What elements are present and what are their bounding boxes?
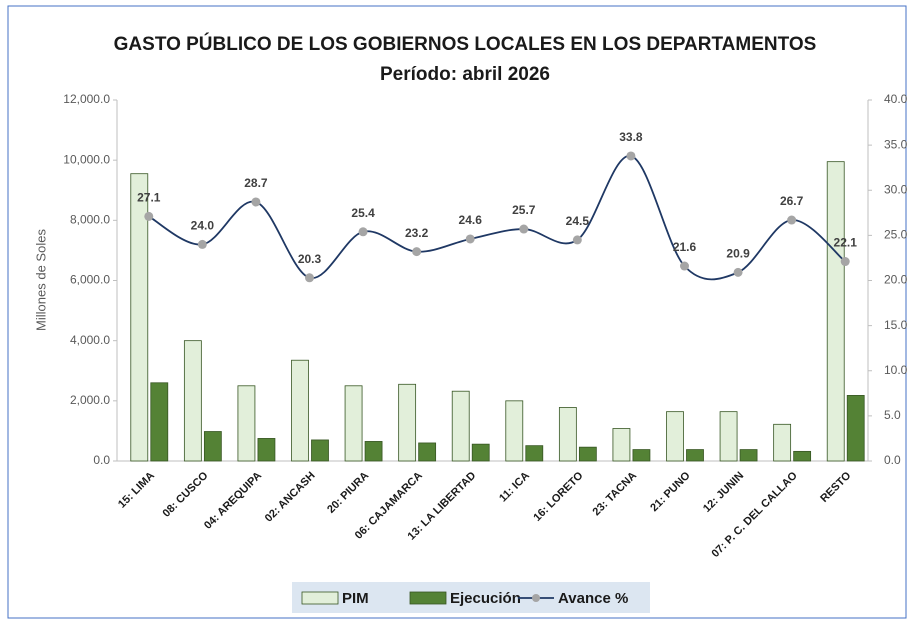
bar [826,161,845,462]
line-marker [144,211,154,221]
bar [203,431,222,462]
y2-tick-label: 20.0 [884,273,908,287]
bar [686,449,704,462]
legend-swatch [409,591,447,605]
y-tick-label: 4,000.0 [70,333,110,347]
bar [398,383,417,462]
bar [632,449,651,462]
data-label: 23.2 [405,226,429,240]
line-marker [305,273,314,283]
y2-tick-label: 30.0 [884,182,908,196]
data-label: 33.8 [619,130,643,144]
legend-label: Ejecución [450,590,521,607]
data-label: 24.6 [459,213,483,227]
bar [150,382,169,462]
line-marker [733,267,743,277]
data-label: 22.1 [834,236,858,250]
bar [578,446,597,462]
bar [793,450,812,462]
data-label: 21.6 [673,240,697,254]
data-label: 20.3 [298,252,322,266]
bar [130,173,149,462]
y2-tick-label: 5.0 [884,408,901,422]
bar [846,395,865,462]
legend-label: PIM [342,590,369,607]
bar [525,445,544,462]
bar [719,411,738,462]
y-tick-label: 12,000.0 [63,92,110,106]
data-label: 27.1 [137,191,161,205]
bar [183,340,202,462]
y-tick-label: 2,000.0 [70,393,110,407]
y2-tick-label: 35.0 [884,137,908,151]
legend [292,582,650,613]
legend-label: Avance % [558,590,628,607]
chart-border [7,5,907,619]
chart-title: GASTO PÚBLICO DE LOS GOBIERNOS LOCALES E… [114,33,817,55]
data-label: 24.5 [566,214,590,228]
y-tick-label: 0.0 [93,453,110,467]
y-axis-title: Millones de Soles [33,229,48,331]
data-label: 28.7 [244,176,268,190]
line-marker [572,235,582,245]
data-label: 25.7 [512,203,536,217]
bar [418,442,437,462]
bar [311,439,329,462]
bar [291,359,309,462]
line-marker [197,239,207,249]
bar [237,385,256,462]
legend-marker [532,594,540,602]
line-marker [251,197,261,207]
line-marker [840,257,850,267]
y2-tick-label: 15.0 [884,318,908,332]
bar [471,443,490,462]
line-marker [680,261,689,271]
bar [451,390,470,462]
bar [344,385,363,462]
data-label: 24.0 [191,219,215,233]
y2-tick-label: 25.0 [884,228,908,242]
line-marker [519,224,529,234]
bar [666,411,684,462]
bar [505,400,524,462]
bar [739,449,758,462]
y2-tick-label: 10.0 [884,363,908,377]
line-marker [787,215,797,225]
line-marker [626,151,636,161]
chart-subtitle: Período: abril 2026 [380,64,550,85]
y-tick-label: 6,000.0 [70,273,110,287]
line [148,155,846,281]
bar [364,441,383,462]
data-label: 25.4 [351,206,375,220]
legend-swatch [301,591,339,605]
y-tick-label: 8,000.0 [70,213,110,227]
y2-tick-label: 40.0 [884,92,908,106]
data-label: 26.7 [780,194,804,208]
y-tick-label: 10,000.0 [63,152,110,166]
bar [257,438,276,462]
line-marker [412,247,422,257]
line-marker [465,234,475,244]
bar [773,423,792,462]
line-marker [358,227,368,237]
bar [558,407,577,462]
data-label: 20.9 [726,247,750,261]
bar [612,428,631,462]
y2-tick-label: 0.0 [884,453,901,467]
